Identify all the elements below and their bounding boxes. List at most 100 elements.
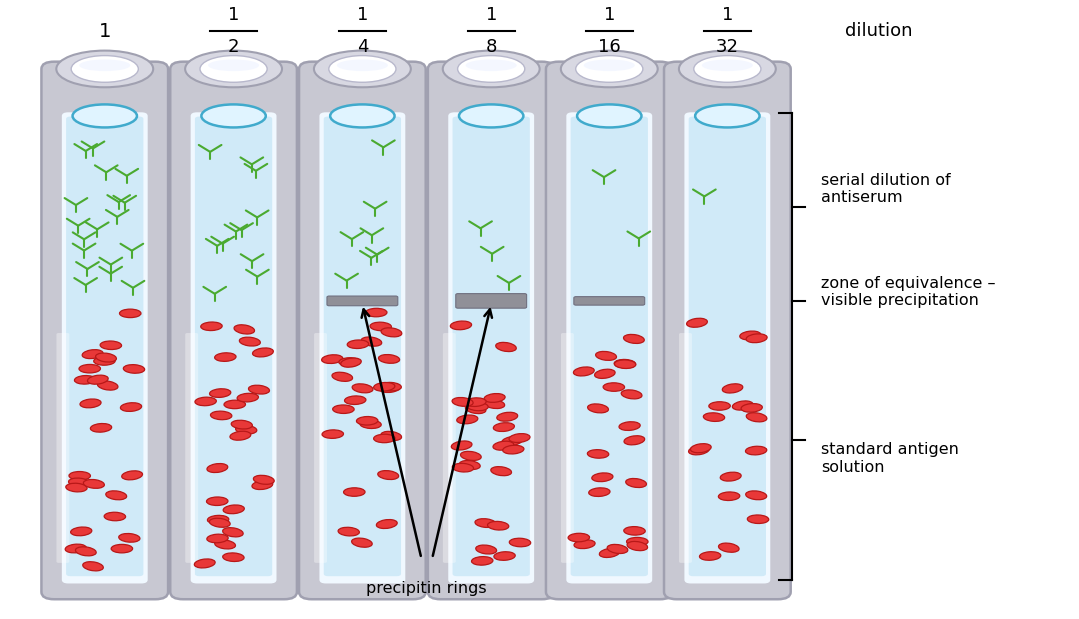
Ellipse shape — [210, 411, 232, 420]
Ellipse shape — [746, 334, 767, 343]
Ellipse shape — [209, 518, 230, 527]
Ellipse shape — [343, 488, 365, 496]
Ellipse shape — [87, 375, 108, 384]
Ellipse shape — [380, 384, 400, 392]
Ellipse shape — [719, 543, 739, 552]
Ellipse shape — [719, 492, 740, 501]
Ellipse shape — [688, 446, 709, 455]
Ellipse shape — [72, 105, 137, 128]
Ellipse shape — [588, 404, 609, 413]
Ellipse shape — [96, 353, 117, 362]
Ellipse shape — [360, 420, 381, 428]
Ellipse shape — [222, 553, 244, 561]
FancyBboxPatch shape — [448, 112, 534, 584]
Ellipse shape — [721, 472, 741, 481]
Ellipse shape — [97, 381, 118, 390]
Ellipse shape — [222, 527, 243, 537]
Text: dilution: dilution — [846, 22, 913, 40]
FancyBboxPatch shape — [324, 116, 401, 576]
Ellipse shape — [252, 348, 273, 357]
Ellipse shape — [380, 383, 401, 391]
Ellipse shape — [378, 470, 398, 480]
Ellipse shape — [111, 544, 133, 553]
FancyBboxPatch shape — [319, 112, 406, 584]
Ellipse shape — [314, 51, 411, 87]
Ellipse shape — [584, 59, 634, 71]
Ellipse shape — [71, 56, 138, 82]
Ellipse shape — [626, 478, 646, 488]
FancyBboxPatch shape — [191, 112, 276, 584]
Ellipse shape — [70, 527, 92, 536]
Ellipse shape — [691, 444, 711, 452]
Ellipse shape — [209, 389, 231, 397]
FancyBboxPatch shape — [56, 333, 69, 563]
Ellipse shape — [622, 390, 642, 399]
FancyBboxPatch shape — [62, 112, 148, 584]
Ellipse shape — [352, 538, 372, 547]
Ellipse shape — [459, 105, 523, 128]
Ellipse shape — [493, 441, 514, 450]
Ellipse shape — [624, 334, 644, 344]
Ellipse shape — [465, 404, 486, 413]
FancyBboxPatch shape — [455, 293, 527, 308]
Text: 1: 1 — [486, 6, 497, 24]
Ellipse shape — [121, 403, 141, 412]
Ellipse shape — [576, 56, 643, 82]
FancyBboxPatch shape — [186, 333, 199, 563]
Ellipse shape — [254, 475, 274, 484]
Ellipse shape — [574, 540, 596, 548]
Ellipse shape — [373, 434, 395, 443]
Ellipse shape — [252, 480, 273, 490]
Ellipse shape — [332, 405, 354, 413]
Ellipse shape — [461, 451, 481, 461]
Ellipse shape — [207, 534, 228, 543]
FancyBboxPatch shape — [66, 116, 144, 576]
Ellipse shape — [186, 51, 282, 87]
FancyBboxPatch shape — [571, 116, 647, 576]
Text: 1: 1 — [722, 6, 733, 24]
Ellipse shape — [322, 430, 343, 438]
Ellipse shape — [502, 436, 522, 446]
FancyBboxPatch shape — [664, 62, 791, 599]
Ellipse shape — [614, 360, 636, 368]
Ellipse shape — [679, 51, 776, 87]
Ellipse shape — [352, 384, 373, 393]
Ellipse shape — [76, 547, 96, 556]
Ellipse shape — [624, 436, 644, 445]
Ellipse shape — [377, 519, 397, 529]
FancyBboxPatch shape — [546, 62, 672, 599]
Ellipse shape — [475, 519, 496, 527]
Ellipse shape — [573, 367, 595, 376]
Ellipse shape — [456, 415, 478, 424]
Ellipse shape — [496, 412, 518, 421]
Ellipse shape — [344, 396, 366, 404]
Ellipse shape — [207, 464, 228, 472]
Ellipse shape — [202, 105, 265, 128]
Ellipse shape — [224, 400, 245, 409]
Ellipse shape — [83, 480, 105, 488]
Ellipse shape — [596, 352, 616, 360]
Ellipse shape — [495, 342, 516, 352]
Ellipse shape — [361, 337, 382, 346]
FancyBboxPatch shape — [41, 62, 168, 599]
FancyBboxPatch shape — [314, 333, 327, 563]
Ellipse shape — [694, 56, 761, 82]
Ellipse shape — [237, 393, 259, 402]
Ellipse shape — [231, 420, 252, 429]
Ellipse shape — [476, 545, 496, 554]
Ellipse shape — [223, 505, 244, 514]
Ellipse shape — [100, 341, 122, 350]
Ellipse shape — [494, 552, 515, 560]
Ellipse shape — [607, 544, 628, 553]
Ellipse shape — [614, 360, 636, 368]
Ellipse shape — [119, 534, 140, 542]
FancyBboxPatch shape — [684, 112, 770, 584]
Ellipse shape — [379, 355, 399, 363]
Ellipse shape — [66, 483, 87, 492]
Ellipse shape — [748, 515, 768, 524]
Ellipse shape — [451, 441, 472, 450]
Ellipse shape — [330, 105, 395, 128]
Ellipse shape — [452, 397, 473, 406]
Ellipse shape — [194, 559, 215, 568]
Ellipse shape — [460, 461, 480, 469]
